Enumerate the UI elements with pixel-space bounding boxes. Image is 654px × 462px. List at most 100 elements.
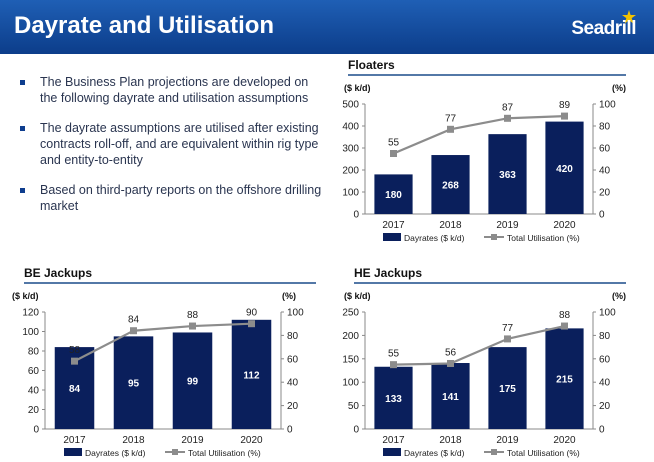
y-tick-label-right: 40 xyxy=(287,378,299,389)
bar xyxy=(231,319,272,429)
utilisation-value-label: 55 xyxy=(388,349,400,360)
x-tick-label: 2017 xyxy=(63,435,86,446)
y-axis-label-right: (%) xyxy=(282,291,296,301)
bar xyxy=(488,347,527,429)
y-tick-label-right: 60 xyxy=(599,144,611,155)
utilisation-point xyxy=(561,322,568,330)
chart-title: HE Jackups xyxy=(354,266,422,280)
legend-swatch-marker xyxy=(172,449,178,455)
y-tick-label-right: 20 xyxy=(599,188,611,199)
x-tick-label: 2018 xyxy=(439,435,462,446)
legend-label-utilisation: Total Utilisation (%) xyxy=(188,448,261,458)
utilisation-value-label: 77 xyxy=(502,323,514,334)
y-tick-label-left: 100 xyxy=(342,188,359,199)
y-tick-label-right: 40 xyxy=(599,378,611,389)
y-tick-label-left: 20 xyxy=(28,405,40,416)
y-tick-label-right: 20 xyxy=(599,401,611,412)
bar xyxy=(545,121,584,214)
y-axis-label-right: (%) xyxy=(612,83,626,93)
y-tick-label-right: 100 xyxy=(599,308,616,319)
bar xyxy=(431,155,470,214)
bar-value-label: 180 xyxy=(385,190,402,201)
star-icon xyxy=(622,10,636,24)
bar-value-label: 141 xyxy=(442,392,459,403)
bar xyxy=(172,332,213,429)
y-tick-label-right: 100 xyxy=(599,100,616,111)
x-tick-label: 2020 xyxy=(240,435,263,446)
utilisation-value-label: 55 xyxy=(388,138,400,149)
utilisation-point xyxy=(71,357,78,365)
bar-value-label: 95 xyxy=(128,379,140,390)
legend-label-dayrates: Dayrates ($ k/d) xyxy=(404,448,465,458)
utilisation-value-label: 89 xyxy=(559,100,571,111)
y-tick-label-left: 100 xyxy=(22,327,39,338)
legend-swatch-bar xyxy=(383,448,401,456)
y-tick-label-right: 0 xyxy=(287,425,293,436)
bullet-item: The dayrate assumptions are utilised aft… xyxy=(18,120,323,168)
bar-value-label: 363 xyxy=(499,170,516,181)
x-tick-label: 2019 xyxy=(181,435,204,446)
bar xyxy=(374,366,413,429)
y-tick-label-right: 20 xyxy=(287,401,299,412)
bar-value-label: 420 xyxy=(556,164,573,175)
y-tick-label-left: 150 xyxy=(342,354,359,365)
y-tick-label-right: 80 xyxy=(287,331,299,342)
y-tick-label-right: 0 xyxy=(599,210,605,221)
legend-swatch-marker xyxy=(491,449,497,455)
y-tick-label-left: 50 xyxy=(348,401,360,412)
utilisation-point xyxy=(447,359,454,367)
y-tick-label-left: 80 xyxy=(28,347,40,358)
bar xyxy=(431,363,470,429)
utilisation-value-label: 84 xyxy=(128,315,140,326)
bar xyxy=(113,336,154,429)
y-tick-label-right: 100 xyxy=(287,308,304,319)
x-tick-label: 2017 xyxy=(382,435,405,446)
legend-label-utilisation: Total Utilisation (%) xyxy=(507,233,580,243)
legend-label-dayrates: Dayrates ($ k/d) xyxy=(404,233,465,243)
floaters-chart: Floaters ($ k/d) (%) 0 100 200 300 400 500 0 20 40 6… xyxy=(342,58,626,243)
chart-title: BE Jackups xyxy=(24,266,92,280)
bar xyxy=(374,174,413,214)
y-axis-label-left: ($ k/d) xyxy=(344,291,371,301)
x-tick-label: 2018 xyxy=(439,220,462,231)
y-tick-label-left: 0 xyxy=(33,425,39,436)
be-jackups-chart: BE Jackups ($ k/d) (%) 0 20 40 60 80 100 120 0 20 40… xyxy=(12,266,316,458)
x-tick-label: 2019 xyxy=(496,220,519,231)
bar-value-label: 99 xyxy=(187,377,199,388)
y-tick-label-left: 60 xyxy=(28,366,40,377)
bullet-item: Based on third-party reports on the offs… xyxy=(18,182,323,214)
utilisation-point xyxy=(447,125,454,133)
y-tick-label-right: 60 xyxy=(287,354,299,365)
utilisation-point xyxy=(504,335,511,343)
y-tick-label-left: 100 xyxy=(342,378,359,389)
legend-label-dayrates: Dayrates ($ k/d) xyxy=(85,448,146,458)
bar xyxy=(488,134,527,214)
y-tick-label-left: 0 xyxy=(353,425,359,436)
bar-value-label: 268 xyxy=(442,181,459,192)
utilisation-point xyxy=(189,322,196,330)
bullet-list: The Business Plan projections are develo… xyxy=(18,74,323,228)
utilisation-point xyxy=(390,361,397,369)
bar-value-label: 175 xyxy=(499,384,516,395)
chart-title: Floaters xyxy=(348,58,395,72)
y-axis-label-left: ($ k/d) xyxy=(12,291,39,301)
bullet-item: The Business Plan projections are develo… xyxy=(18,74,323,106)
y-tick-label-left: 120 xyxy=(22,308,39,319)
x-tick-label: 2018 xyxy=(122,435,145,446)
y-tick-label-left: 0 xyxy=(353,210,359,221)
y-tick-label-right: 0 xyxy=(599,425,605,436)
header-bar: Dayrate and Utilisation Seadrill xyxy=(0,0,654,54)
page-title: Dayrate and Utilisation xyxy=(14,12,275,39)
utilisation-point xyxy=(130,327,137,335)
bar-value-label: 133 xyxy=(385,394,402,405)
bar-value-label: 84 xyxy=(69,384,81,395)
x-tick-label: 2020 xyxy=(553,220,576,231)
utilisation-line xyxy=(393,324,565,366)
logo-text: Seadrill xyxy=(571,18,636,39)
y-tick-label-left: 40 xyxy=(28,386,40,397)
y-tick-label-right: 60 xyxy=(599,354,611,365)
utilisation-point xyxy=(561,112,568,120)
utilisation-value-label: 58 xyxy=(69,345,81,356)
x-tick-label: 2017 xyxy=(382,220,405,231)
utilisation-line xyxy=(393,115,565,155)
